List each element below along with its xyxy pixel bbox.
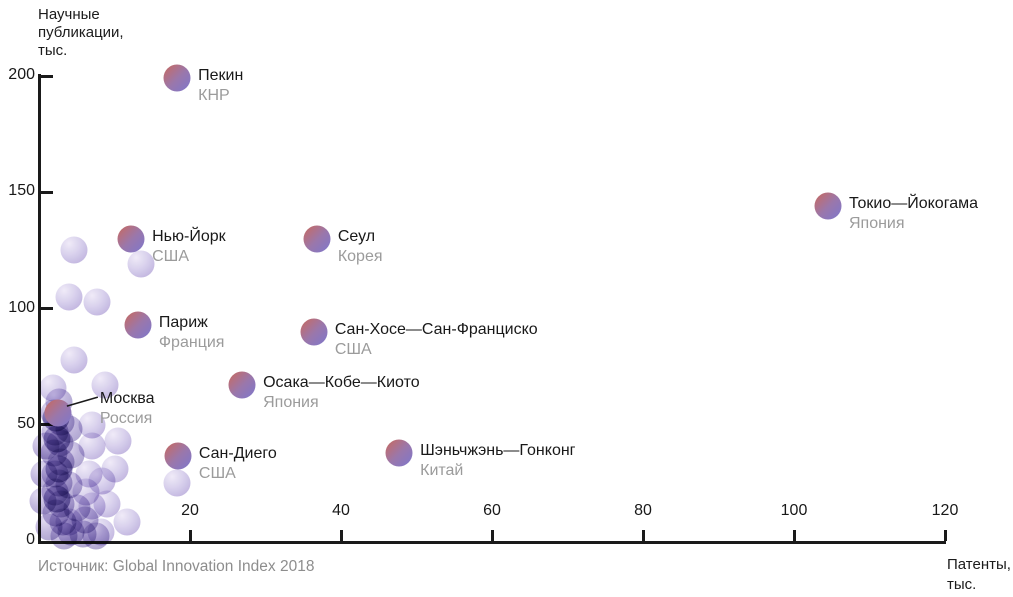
y-axis-tick-label: 0 (26, 531, 35, 548)
x-axis-tick (188, 530, 192, 541)
background-bubble (104, 427, 132, 455)
background-bubble (91, 371, 119, 399)
x-axis-tick-label: 60 (483, 502, 501, 519)
country-label: Франция (158, 333, 225, 351)
background-bubble (127, 250, 155, 278)
data-point-bubble (300, 318, 328, 346)
country-label: США (152, 247, 189, 265)
country-label: Япония (848, 215, 905, 233)
data-point-bubble (117, 225, 145, 253)
y-axis-title-line: тыс. (38, 42, 68, 59)
city-label: Сан-Хосе—Сан-Франциско (334, 320, 538, 338)
city-label: Токио—Йокогама (848, 195, 978, 213)
background-bubble (88, 467, 116, 495)
data-point-label: Осака—Кобе—Киото Япония (263, 373, 420, 413)
data-point-label: Нью-Йорк США (152, 227, 226, 267)
y-axis-title: Научные публикации, тыс. (38, 6, 124, 60)
data-point-bubble (385, 439, 413, 467)
y-axis-title-line: публикации, (38, 24, 124, 41)
background-bubble (60, 236, 88, 264)
city-label: Париж (158, 313, 208, 331)
x-axis-tick (641, 530, 645, 541)
city-label: Пекин (198, 67, 244, 85)
data-point-bubble (163, 64, 191, 92)
data-point-label: Париж Франция (159, 313, 225, 353)
y-axis-title-line: Научные (38, 6, 100, 23)
x-axis-tick-label: 80 (634, 502, 652, 519)
background-bubble (43, 485, 71, 513)
source-note: Источник: Global Innovation Index 2018 (38, 558, 315, 575)
x-axis-tick-label: 40 (332, 502, 350, 519)
x-axis-line (38, 541, 946, 544)
x-axis-tick (490, 530, 494, 541)
x-axis-tick (339, 530, 343, 541)
background-bubble (163, 469, 191, 497)
data-point-label: Пекин КНР (198, 66, 243, 106)
y-axis-tick (41, 74, 53, 78)
background-bubble (113, 508, 141, 536)
city-label: Осака—Кобе—Киото (263, 374, 420, 392)
city-label: Сеул (337, 227, 376, 245)
x-axis-title-line: Патенты, (947, 556, 1011, 573)
background-bubble (55, 283, 83, 311)
country-label: Россия (99, 410, 153, 428)
city-label: Сан-Диего (198, 445, 277, 463)
y-axis-tick (41, 190, 53, 194)
x-axis-tick-label: 100 (780, 502, 808, 519)
country-label: Япония (263, 394, 319, 412)
country-label: США (334, 340, 372, 358)
y-axis-tick-label: 100 (8, 298, 35, 316)
data-point-label: Шэньчжэнь—Гонконг Китай (420, 441, 575, 481)
x-axis-tick (943, 530, 947, 541)
data-point-label: Сан-Хосе—Сан-Франциско США (335, 320, 538, 360)
data-point-bubble (124, 311, 152, 339)
y-axis-tick-label: 150 (8, 182, 35, 200)
background-bubble (83, 288, 111, 316)
x-axis-tick-label: 20 (181, 502, 199, 519)
y-axis-tick (41, 307, 53, 310)
city-label: Шэньчжэнь—Гонконг (420, 441, 576, 459)
city-label: Москва (99, 390, 155, 408)
y-axis-tick-label: 200 (8, 66, 35, 83)
x-axis-title: Патенты, тыс. (947, 555, 1011, 595)
country-label: Китай (420, 461, 464, 479)
country-label: Корея (337, 247, 383, 265)
background-bubble (45, 455, 73, 483)
data-point-label: Сеул Корея (338, 227, 383, 267)
data-point-label: Москва Россия (100, 389, 155, 429)
background-bubble (60, 346, 88, 374)
y-axis-line (38, 74, 41, 544)
data-point-label: Токио—Йокогама Япония (849, 194, 978, 234)
data-point-label: Сан-Диего США (199, 444, 277, 484)
country-label: США (198, 465, 236, 483)
y-axis-tick-label: 50 (17, 414, 35, 432)
city-label: Нью-Йорк (152, 227, 226, 245)
x-axis-tick-label: 120 (931, 502, 959, 519)
data-point-bubble (228, 371, 256, 399)
background-bubble (50, 522, 78, 550)
data-point-bubble (303, 225, 331, 253)
background-bubble (71, 506, 99, 534)
x-axis-tick (792, 530, 796, 541)
data-point-bubble (164, 442, 192, 470)
country-label: КНР (198, 87, 230, 105)
data-point-bubble (44, 399, 72, 427)
data-point-bubble (814, 192, 842, 220)
x-axis-title-line: тыс. (947, 576, 977, 593)
